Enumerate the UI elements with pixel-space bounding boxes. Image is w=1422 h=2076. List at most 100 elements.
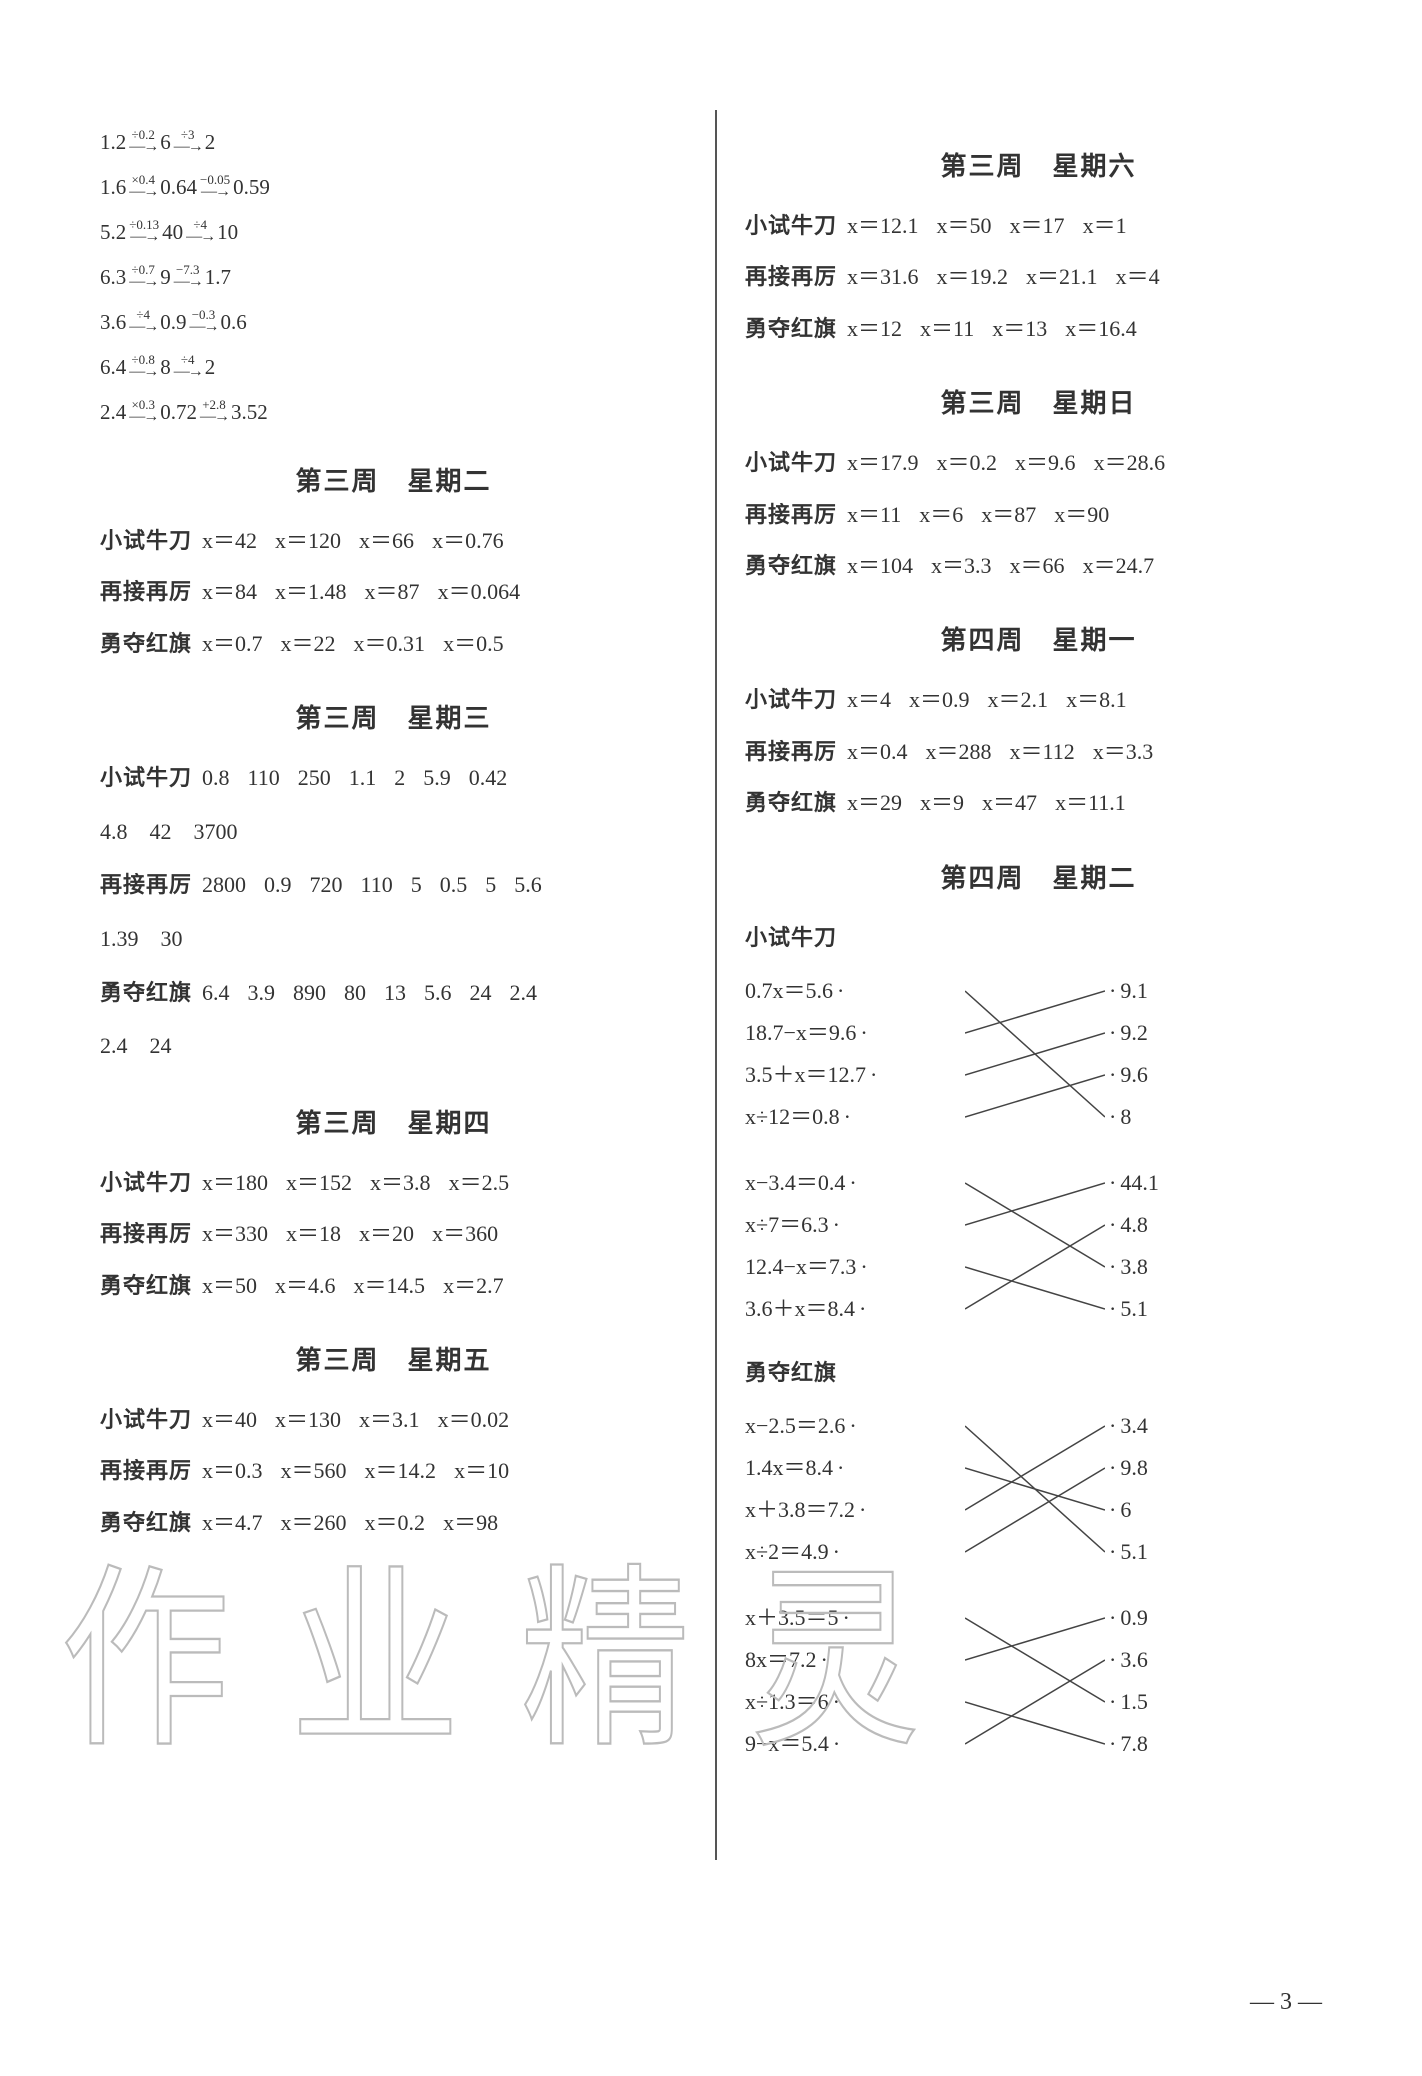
row-label: 再接再厉 (100, 872, 192, 897)
answer-row-continued: 2.4 24 (100, 1025, 687, 1067)
match-left-item: 3.5＋x＝12.7· (745, 1054, 965, 1096)
page-number: — 3 — (1250, 1989, 1322, 2016)
arrow-chain: 6.3÷0.7—→9−7.3—→1.7 (100, 263, 687, 290)
row-label: 勇夺红旗 (745, 316, 837, 341)
matching-group: x−3.4＝0.4·x÷7＝6.3·12.4−x＝7.3·3.6＋x＝8.4··… (745, 1162, 1332, 1330)
section-heading: 第四周 星期一 (745, 620, 1332, 657)
match-left-item: 0.7x＝5.6· (745, 970, 965, 1012)
row-label: 再接再厉 (745, 264, 837, 289)
match-right-item: ·5.1 (1105, 1531, 1205, 1573)
match-right-item: ·9.2 (1105, 1012, 1205, 1054)
right-column: 第三周 星期六小试牛刀x＝12.1x＝50x＝17x＝1 再接再厉x＝31.6x＝… (745, 110, 1332, 2016)
answer-row: 小试牛刀0.81102501.125.90.42 (100, 759, 687, 796)
row-label: 再接再厉 (100, 579, 192, 604)
arrow-chain: 2.4×0.3—→0.72+2.8—→3.52 (100, 398, 687, 425)
section-heading: 第三周 星期四 (100, 1103, 687, 1140)
section-heading: 第三周 星期二 (100, 461, 687, 498)
answer-row: 再接再厉x＝0.3x＝560x＝14.2x＝10 (100, 1452, 687, 1489)
section-heading: 第三周 星期三 (100, 698, 687, 735)
match-left-item: x＋3.8＝7.2· (745, 1489, 965, 1531)
column-divider (715, 110, 717, 1860)
match-left-item: x÷1.3＝6· (745, 1681, 965, 1723)
match-right-item: ·3.4 (1105, 1405, 1205, 1447)
match-left-item: x＋3.5＝5· (745, 1597, 965, 1639)
arrow-chain: 5.2÷0.13—→40÷4—→10 (100, 218, 687, 245)
match-right-item: ·9.6 (1105, 1054, 1205, 1096)
arrow-chain: 1.6×0.4—→0.64−0.05—→0.59 (100, 173, 687, 200)
answer-row: 小试牛刀x＝180x＝152x＝3.8x＝2.5 (100, 1164, 687, 1201)
answer-row: 勇夺红旗x＝50x＝4.6x＝14.5x＝2.7 (100, 1267, 687, 1304)
answer-row: 勇夺红旗x＝12x＝11x＝13x＝16.4 (745, 310, 1332, 347)
matching-group: x−2.5＝2.6·1.4x＝8.4·x＋3.8＝7.2·x÷2＝4.9· ·3.… (745, 1405, 1332, 1573)
answer-row: 小试牛刀x＝17.9x＝0.2x＝9.6x＝28.6 (745, 444, 1332, 481)
arrow-chain: 6.4÷0.8—→8÷4—→2 (100, 353, 687, 380)
answer-row: 小试牛刀x＝12.1x＝50x＝17x＝1 (745, 207, 1332, 244)
row-label: 再接再厉 (745, 739, 837, 764)
match-right-item: ·9.8 (1105, 1447, 1205, 1489)
answer-row: 小试牛刀x＝40x＝130x＝3.1x＝0.02 (100, 1401, 687, 1438)
match-lines (965, 1162, 1105, 1330)
row-label: 勇夺红旗 (100, 1510, 192, 1535)
row-label: 勇夺红旗 (100, 631, 192, 656)
answer-row: 再接再厉x＝11x＝6x＝87x＝90 (745, 496, 1332, 533)
match-right-item: ·5.1 (1105, 1288, 1205, 1330)
answer-row: 勇夺红旗x＝104x＝3.3x＝66x＝24.7 (745, 547, 1332, 584)
match-right-item: ·0.9 (1105, 1597, 1205, 1639)
match-left-item: x−2.5＝2.6· (745, 1405, 965, 1447)
row-label: 小试牛刀 (100, 528, 192, 553)
row-label: 再接再厉 (100, 1221, 192, 1246)
row-label: 小试牛刀 (100, 1170, 192, 1195)
answer-row: 再接再厉x＝330x＝18x＝20x＝360 (100, 1215, 687, 1252)
section-heading: 第三周 星期五 (100, 1340, 687, 1377)
matching-group: 0.7x＝5.6·18.7−x＝9.6·3.5＋x＝12.7·x÷12＝0.8·… (745, 970, 1332, 1138)
row-label: 再接再厉 (745, 502, 837, 527)
match-lines (965, 970, 1105, 1138)
match-right-item: ·6 (1105, 1489, 1205, 1531)
section-heading: 第四周 星期二 (745, 858, 1332, 895)
match-right-item: ·9.1 (1105, 970, 1205, 1012)
row-label: 勇夺红旗 (745, 1360, 837, 1385)
arrow-chain: 3.6÷4—→0.9−0.3—→0.6 (100, 308, 687, 335)
match-left-item: x÷7＝6.3· (745, 1204, 965, 1246)
answer-row: 勇夺红旗x＝29x＝9x＝47x＝11.1 (745, 784, 1332, 821)
match-right-item: ·7.8 (1105, 1723, 1205, 1765)
match-left-item: 9−x＝5.4· (745, 1723, 965, 1765)
matching-label: 小试牛刀 (745, 919, 1332, 956)
match-lines (965, 1597, 1105, 1765)
match-right-item: ·3.8 (1105, 1246, 1205, 1288)
answer-row: 小试牛刀x＝4x＝0.9x＝2.1x＝8.1 (745, 681, 1332, 718)
match-left-item: 8x＝7.2· (745, 1639, 965, 1681)
match-right-item: ·8 (1105, 1096, 1205, 1138)
answer-row: 勇夺红旗x＝4.7x＝260x＝0.2x＝98 (100, 1504, 687, 1541)
match-left-item: 12.4−x＝7.3· (745, 1246, 965, 1288)
match-left-item: 1.4x＝8.4· (745, 1447, 965, 1489)
matching-group: x＋3.5＝5·8x＝7.2·x÷1.3＝6·9−x＝5.4··0.9·3.6·… (745, 1597, 1332, 1765)
left-column: 1.2÷0.2—→6÷3—→2 1.6×0.4—→0.64−0.05—→0.59 5… (100, 110, 687, 2016)
row-label: 小试牛刀 (745, 213, 837, 238)
answer-row: 再接再厉28000.972011050.555.6 (100, 866, 687, 903)
matching-label: 勇夺红旗 (745, 1354, 1332, 1391)
answer-row-continued: 4.8 42 3700 (100, 811, 687, 853)
match-right-item: ·44.1 (1105, 1162, 1205, 1204)
answer-row: 勇夺红旗x＝0.7x＝22x＝0.31x＝0.5 (100, 625, 687, 662)
row-label: 勇夺红旗 (745, 790, 837, 815)
row-label: 勇夺红旗 (100, 1273, 192, 1298)
row-label: 小试牛刀 (100, 1407, 192, 1432)
row-label: 小试牛刀 (745, 450, 837, 475)
answer-row: 再接再厉x＝84x＝1.48x＝87x＝0.064 (100, 573, 687, 610)
match-left-item: x−3.4＝0.4· (745, 1162, 965, 1204)
match-right-item: ·3.6 (1105, 1639, 1205, 1681)
answer-row: 小试牛刀x＝42x＝120x＝66x＝0.76 (100, 522, 687, 559)
answer-row: 再接再厉x＝31.6x＝19.2x＝21.1x＝4 (745, 258, 1332, 295)
match-right-item: ·1.5 (1105, 1681, 1205, 1723)
match-left-item: 18.7−x＝9.6· (745, 1012, 965, 1054)
answer-row: 勇夺红旗6.43.989080135.6242.4 (100, 974, 687, 1011)
section-heading: 第三周 星期六 (745, 146, 1332, 183)
match-left-item: x÷2＝4.9· (745, 1531, 965, 1573)
row-label: 小试牛刀 (745, 687, 837, 712)
row-label: 勇夺红旗 (745, 553, 837, 578)
arrow-chain: 1.2÷0.2—→6÷3—→2 (100, 128, 687, 155)
section-heading: 第三周 星期日 (745, 383, 1332, 420)
row-label: 勇夺红旗 (100, 980, 192, 1005)
answer-row: 再接再厉x＝0.4x＝288x＝112x＝3.3 (745, 733, 1332, 770)
